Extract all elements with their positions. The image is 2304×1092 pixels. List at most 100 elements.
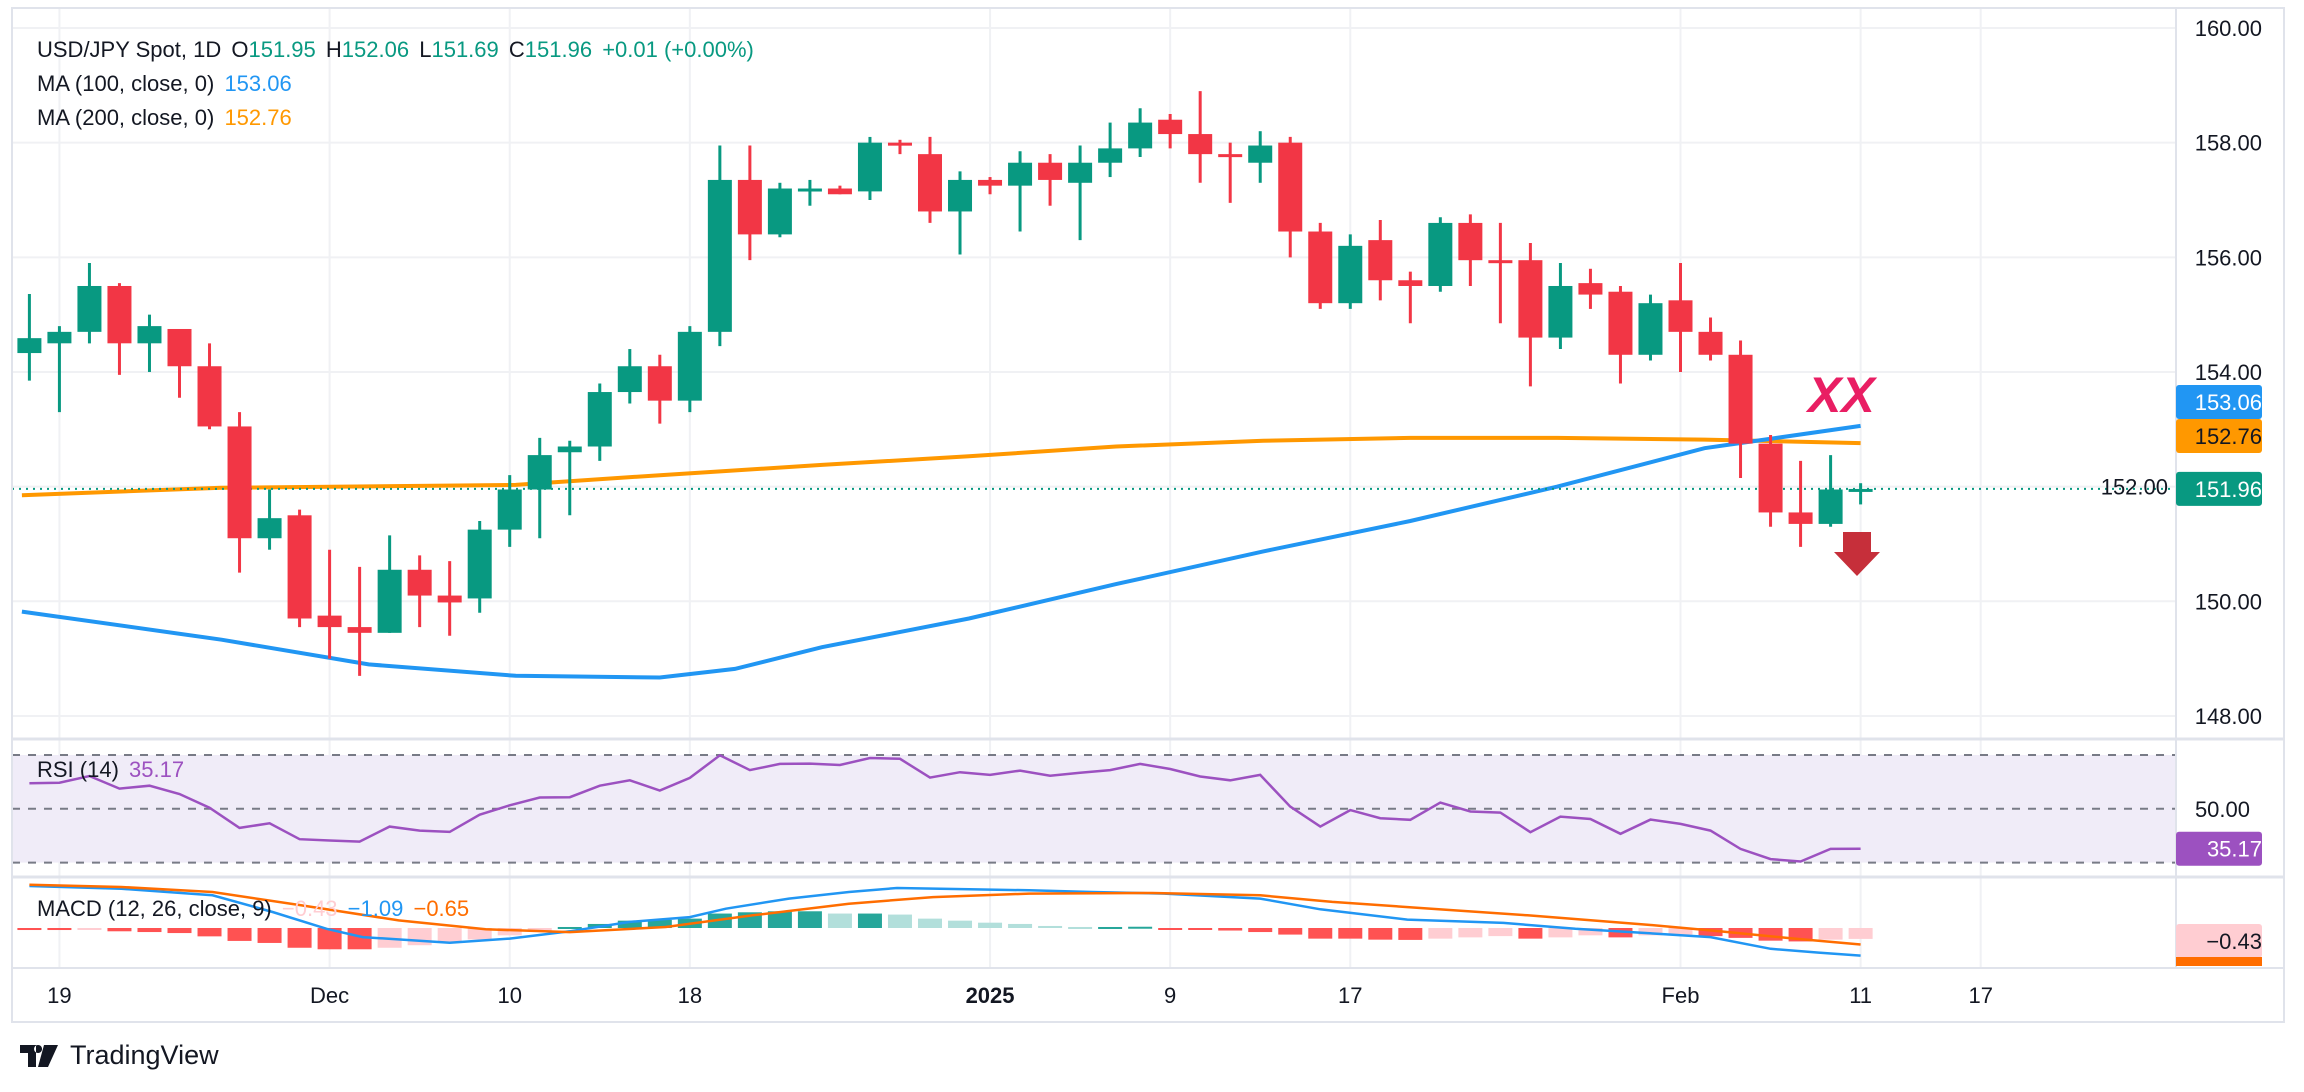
candle[interactable] xyxy=(857,136,882,200)
price-pane[interactable] xyxy=(12,91,2176,680)
macd-histogram-bar[interactable] xyxy=(1518,928,1543,939)
macd-histogram-bar[interactable] xyxy=(497,928,522,936)
rsi-legend[interactable]: RSI (14) 35.17 xyxy=(37,757,188,783)
candle[interactable] xyxy=(677,326,702,413)
candle[interactable] xyxy=(167,328,192,398)
candle[interactable] xyxy=(1728,340,1753,479)
candle[interactable] xyxy=(1218,142,1243,203)
candle[interactable] xyxy=(1548,263,1573,350)
macd-histogram-bar[interactable] xyxy=(1098,926,1123,929)
candle[interactable] xyxy=(1668,263,1693,372)
macd-histogram-bar[interactable] xyxy=(167,928,192,934)
macd-histogram-bar[interactable] xyxy=(407,928,432,946)
candle[interactable] xyxy=(1308,222,1333,309)
macd-histogram-bar[interactable] xyxy=(1128,926,1153,929)
candle[interactable] xyxy=(77,263,102,344)
macd-histogram-bar[interactable] xyxy=(1638,928,1663,936)
candle[interactable] xyxy=(1758,435,1783,527)
candle[interactable] xyxy=(437,561,462,636)
macd-histogram-bar[interactable] xyxy=(797,911,822,928)
candle[interactable] xyxy=(1848,483,1873,505)
candle[interactable] xyxy=(647,354,672,424)
candle[interactable] xyxy=(407,555,432,628)
candle[interactable] xyxy=(707,145,732,347)
macd-histogram-bar[interactable] xyxy=(1548,928,1573,938)
candle[interactable] xyxy=(1698,317,1723,361)
macd-histogram-bar[interactable] xyxy=(197,928,222,937)
candle[interactable] xyxy=(1398,271,1423,324)
candle[interactable] xyxy=(1248,131,1273,183)
macd-histogram-bar[interactable] xyxy=(257,928,282,943)
candle[interactable] xyxy=(1578,268,1603,309)
macd-histogram-bar[interactable] xyxy=(978,922,1003,928)
candle[interactable] xyxy=(1518,242,1543,387)
macd-histogram-bar[interactable] xyxy=(1218,928,1243,931)
candle[interactable] xyxy=(317,549,342,659)
candle[interactable] xyxy=(1068,145,1093,241)
candle[interactable] xyxy=(797,179,822,206)
symbol-title[interactable]: USD/JPY Spot, 1D xyxy=(37,37,222,62)
macd-histogram-bar[interactable] xyxy=(1038,925,1063,928)
candle[interactable] xyxy=(1038,154,1063,206)
candle[interactable] xyxy=(978,177,1003,195)
candle[interactable] xyxy=(137,314,162,372)
candle[interactable] xyxy=(47,326,72,413)
macd-histogram-bar[interactable] xyxy=(1248,928,1273,933)
candle[interactable] xyxy=(1338,234,1363,309)
candle[interactable] xyxy=(827,185,852,195)
rsi-line[interactable] xyxy=(29,753,1861,863)
macd-histogram-bar[interactable] xyxy=(857,913,882,928)
macd-histogram-bar[interactable] xyxy=(1368,928,1393,940)
ma200-line[interactable] xyxy=(21,435,1861,498)
candle[interactable] xyxy=(1188,91,1213,183)
candle[interactable] xyxy=(1008,151,1033,232)
macd-histogram-bar[interactable] xyxy=(1338,928,1363,939)
macd-histogram-bar[interactable] xyxy=(557,926,582,929)
macd-histogram-bar[interactable] xyxy=(1008,923,1033,928)
candle[interactable] xyxy=(557,440,582,516)
candle[interactable] xyxy=(227,412,252,573)
macd-histogram-bar[interactable] xyxy=(1398,928,1423,940)
candle[interactable] xyxy=(287,509,312,628)
macd-histogram-bar[interactable] xyxy=(437,928,462,942)
macd-histogram-bar[interactable] xyxy=(1698,928,1723,937)
macd-histogram-bar[interactable] xyxy=(948,920,973,928)
candle[interactable] xyxy=(1818,455,1843,527)
candle[interactable] xyxy=(767,182,792,238)
ma100-legend[interactable]: MA (100, close, 0) 153.06 xyxy=(37,71,296,97)
candle[interactable] xyxy=(948,171,973,255)
macd-histogram-bar[interactable] xyxy=(347,928,372,950)
candle[interactable] xyxy=(527,437,552,539)
macd-histogram-bar[interactable] xyxy=(1488,928,1513,937)
macd-histogram-bar[interactable] xyxy=(467,928,492,940)
macd-histogram-bar[interactable] xyxy=(1278,928,1303,935)
macd-histogram-bar[interactable] xyxy=(617,920,642,928)
macd-histogram-bar[interactable] xyxy=(1428,928,1453,939)
tradingview-logo[interactable]: TradingView xyxy=(20,1040,219,1071)
macd-legend[interactable]: MACD (12, 26, close, 9) −0.43 −1.09 −0.6… xyxy=(37,896,473,922)
macd-histogram-bar[interactable] xyxy=(767,911,792,928)
candle[interactable] xyxy=(1788,460,1813,547)
macd-histogram-bar[interactable] xyxy=(1848,928,1873,939)
candle[interactable] xyxy=(737,145,762,261)
macd-histogram-bar[interactable] xyxy=(1158,928,1183,930)
candle[interactable] xyxy=(107,283,132,375)
macd-histogram-bar[interactable] xyxy=(527,928,552,932)
ma100-line[interactable] xyxy=(21,423,1861,680)
candle[interactable] xyxy=(1608,285,1633,384)
macd-histogram-bar[interactable] xyxy=(287,928,312,948)
candle[interactable] xyxy=(257,489,282,550)
candle[interactable] xyxy=(1458,214,1483,286)
ma200-legend[interactable]: MA (200, close, 0) 152.76 xyxy=(37,105,296,131)
macd-histogram-bar[interactable] xyxy=(1668,928,1693,935)
candle[interactable] xyxy=(1428,217,1453,292)
candle[interactable] xyxy=(197,343,222,430)
candle[interactable] xyxy=(1368,220,1393,301)
candle[interactable] xyxy=(1128,108,1153,157)
macd-histogram-bar[interactable] xyxy=(887,914,912,928)
candle[interactable] xyxy=(467,521,492,613)
candle[interactable] xyxy=(587,383,612,461)
macd-histogram-bar[interactable] xyxy=(647,919,672,928)
candle[interactable] xyxy=(617,349,642,404)
